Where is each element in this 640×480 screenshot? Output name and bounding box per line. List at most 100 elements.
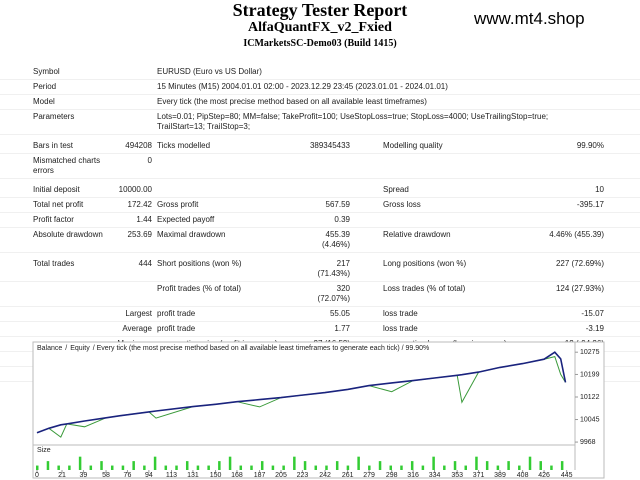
size-bar	[550, 465, 553, 470]
cell-label: Profit trades (% of total)	[157, 284, 242, 293]
cell-empty	[533, 215, 604, 225]
size-bar	[335, 461, 339, 470]
cell-label: Expected payoff	[157, 215, 215, 224]
size-bar	[207, 465, 210, 470]
y-tick-label: 9968	[580, 439, 596, 446]
cell-label: Bars in test	[33, 141, 74, 150]
cell-value: 0	[147, 156, 152, 165]
size-bar	[539, 461, 542, 470]
cell-label: Model	[33, 97, 55, 106]
cell-empty	[157, 185, 307, 195]
size-bar	[196, 465, 200, 470]
x-tick-label: 131	[187, 472, 199, 479]
cell-empty	[33, 324, 113, 334]
cell-value: -15.07	[581, 309, 604, 318]
size-bar	[110, 465, 114, 470]
size-bar	[36, 465, 39, 470]
cell-label: profit trade	[157, 324, 196, 333]
cell-label: Modelling quality	[383, 141, 443, 150]
report-row: Model Every tick (the most precise method…	[0, 95, 640, 110]
cell-value: 124 (27.93%)	[555, 284, 604, 293]
size-bar	[153, 456, 157, 470]
cell-value: 10000.00	[118, 185, 152, 194]
size-bar	[325, 465, 328, 470]
size-bar	[421, 465, 425, 470]
size-bar	[475, 456, 478, 470]
x-tick-label: 76	[124, 472, 132, 479]
cell-label: loss trade	[383, 309, 418, 318]
cell-value: 217 (71.43%)	[317, 259, 350, 278]
cell-label: Gross loss	[383, 200, 421, 209]
size-bar	[218, 461, 221, 470]
cell-value: 320 (72.07%)	[317, 284, 350, 303]
cell-label: Total trades	[33, 259, 75, 268]
cell-value: Average	[122, 324, 152, 333]
chart-frame	[32, 341, 605, 479]
size-bar	[78, 456, 82, 470]
x-tick-label: 371	[473, 472, 485, 479]
cell-value: 567.59	[325, 200, 350, 209]
x-tick-label: 21	[58, 472, 66, 479]
cell-label: Maximal drawdown	[157, 230, 226, 239]
report-row: Period 15 Minutes (M15) 2004.01.01 02:00 …	[0, 80, 640, 95]
cell-value: 1.44	[136, 215, 152, 224]
size-bar	[132, 461, 135, 470]
x-tick-label: 39	[80, 472, 88, 479]
report-row: Initial deposit 10000.00 Spread 10	[0, 183, 640, 198]
size-bar	[175, 465, 178, 470]
size-bar	[410, 461, 414, 470]
watermark: www.mt4.shop	[474, 9, 585, 28]
cell-value: -395.17	[576, 200, 604, 209]
cell-value: 0.39	[334, 215, 350, 224]
cell-value: 253.69	[127, 230, 152, 239]
cell-empty	[33, 309, 113, 319]
cell-empty	[157, 156, 307, 176]
cell-label: EURUSD (Euro vs US Dollar)	[157, 67, 262, 76]
x-tick-label: 168	[231, 472, 243, 479]
x-tick-label: 426	[538, 472, 550, 479]
size-bar	[57, 465, 60, 470]
size-bar	[378, 461, 382, 470]
x-tick-label: 316	[407, 472, 419, 479]
cell-empty	[533, 156, 604, 176]
expert-name: AlfaQuantFX_v2_Fxied	[248, 20, 392, 35]
cell-value: Largest	[125, 309, 152, 318]
report-title: Strategy Tester Report	[232, 0, 408, 20]
x-tick-label: 279	[363, 472, 375, 479]
x-tick-label: 389	[494, 472, 506, 479]
size-bar	[271, 465, 275, 470]
cell-label: Profit factor	[33, 215, 74, 224]
size-bar	[314, 465, 318, 470]
report-row: Absolute drawdown 253.69 Maximal drawdown 4…	[0, 228, 640, 253]
x-tick-label: 223	[297, 472, 309, 479]
cell-label: Loss trades (% of total)	[383, 284, 466, 293]
report-row: Bars in test 494208 Ticks modelled 38934543…	[0, 139, 640, 154]
cell-label: Symbol	[33, 67, 60, 76]
report-section: Symbol EURUSD (Euro vs US Dollar) Period 15…	[0, 65, 640, 135]
report-row: Total trades 444 Short positions (won %) 21…	[0, 257, 640, 282]
x-tick-label: 334	[429, 472, 441, 479]
server-info: ICMarketsSC-Demo03 (Build 1415)	[243, 38, 397, 49]
size-bar	[293, 456, 296, 470]
cell-label: Spread	[383, 185, 409, 194]
cell-value: 455.39 (4.46%)	[321, 230, 350, 249]
size-bar	[46, 461, 50, 470]
cell-label: Initial deposit	[33, 185, 80, 194]
size-bar	[432, 456, 435, 470]
size-bar	[485, 461, 489, 470]
report-row: Symbol EURUSD (Euro vs US Dollar)	[0, 65, 640, 80]
x-tick-label: 113	[166, 472, 177, 479]
x-tick-label: 94	[145, 472, 153, 479]
cell-label: Ticks modelled	[157, 141, 211, 150]
legend-entry: Equity	[70, 345, 90, 352]
x-tick-label: 205	[275, 472, 287, 479]
report-row: Mismatched charts errors 0	[0, 154, 640, 179]
size-bar	[528, 456, 532, 470]
cell-empty	[383, 156, 533, 176]
report-row: Profit factor 1.44 Expected payoff 0.39	[0, 213, 640, 228]
cell-value: 1.77	[334, 324, 350, 333]
size-bar	[389, 465, 393, 470]
x-tick-label: 58	[102, 472, 110, 479]
size-bar	[260, 461, 264, 470]
